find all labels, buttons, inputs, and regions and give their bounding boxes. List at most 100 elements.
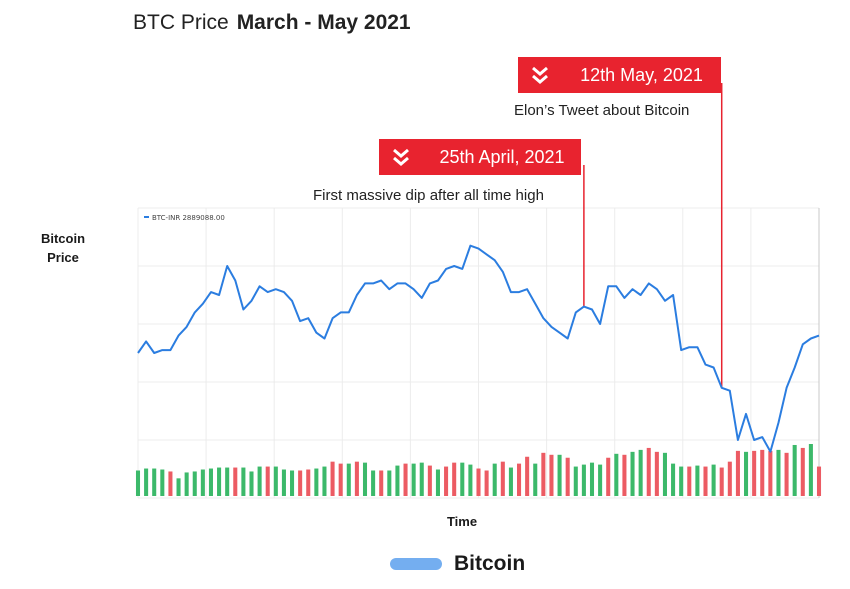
volume-bar xyxy=(776,449,781,496)
volume-bar xyxy=(614,453,619,496)
volume-bar xyxy=(549,454,554,496)
volume-bar xyxy=(484,470,489,496)
volume-bar xyxy=(630,451,635,496)
volume-bar xyxy=(306,469,311,496)
volume-bar xyxy=(662,452,667,496)
volume-bar xyxy=(792,444,797,496)
volume-bar xyxy=(517,463,522,496)
volume-bar xyxy=(541,452,546,496)
volume-bar xyxy=(679,466,684,496)
legend: Bitcoin xyxy=(390,550,525,578)
volume-bar xyxy=(395,465,400,496)
volume-bar xyxy=(184,472,189,496)
volume-bar xyxy=(573,466,578,496)
volume-bar xyxy=(217,467,222,496)
volume-bar xyxy=(687,466,692,496)
chart-title: BTC Price March - May 2021 xyxy=(133,11,411,35)
volume-bar xyxy=(338,463,343,496)
volume-bar xyxy=(371,470,376,496)
volume-bar xyxy=(557,454,562,496)
volume-bar xyxy=(435,469,440,496)
volume-bar xyxy=(330,461,335,496)
annotation-date-may: 12th May, 2021 xyxy=(580,64,703,85)
volume-bar xyxy=(281,469,286,496)
volume-bar xyxy=(816,466,822,496)
volume-bar xyxy=(752,450,757,496)
volume-bar xyxy=(265,466,270,496)
volume-bar xyxy=(589,462,595,496)
volume-bar xyxy=(135,470,141,496)
volume-bar xyxy=(492,463,497,496)
volume-bar xyxy=(298,470,303,496)
ticker-label: BTC-INR 2889088.00 xyxy=(152,214,225,222)
annotation-badge-may: 12th May, 2021 xyxy=(518,57,721,93)
double-chevron-down-icon xyxy=(379,147,423,167)
volume-bar xyxy=(565,457,570,496)
volume-bar xyxy=(654,451,659,496)
volume-bar xyxy=(719,467,724,496)
volume-bar xyxy=(354,461,359,496)
volume-bar xyxy=(322,466,327,496)
annotation-text-april: First massive dip after all time high xyxy=(313,187,544,204)
volume-bar xyxy=(784,452,789,496)
volume-bar xyxy=(379,470,384,496)
volume-bar xyxy=(808,444,813,496)
volume-bar xyxy=(460,462,465,496)
volume-bar xyxy=(241,467,246,496)
volume-bar xyxy=(476,468,481,496)
y-axis-label: Bitcoin Price xyxy=(40,231,86,265)
volume-bar xyxy=(257,466,262,496)
volume-bar xyxy=(468,464,473,496)
volume-bar xyxy=(533,463,538,496)
double-chevron-down-icon xyxy=(518,65,562,85)
volume-bar xyxy=(500,461,505,496)
volume-bar xyxy=(800,447,805,496)
annotation-text-may: Elon’s Tweet about Bitcoin xyxy=(514,102,690,119)
volume-bar xyxy=(249,471,254,496)
volume-bar xyxy=(387,470,392,496)
volume-bar xyxy=(427,465,432,496)
series-line-bitcoin xyxy=(137,244,820,453)
volume-bar xyxy=(598,464,603,496)
volume-bar xyxy=(452,462,457,496)
volume-bar xyxy=(525,456,530,496)
volume-bar xyxy=(744,451,749,496)
volume-bar xyxy=(208,468,213,496)
volume-bar xyxy=(768,450,773,496)
volume-bar xyxy=(152,468,157,496)
volume-bar xyxy=(160,469,165,496)
annotation-date-april: 25th April, 2021 xyxy=(439,146,565,167)
volume-bar xyxy=(144,468,149,496)
volume-bar xyxy=(411,463,416,496)
volume-bar xyxy=(314,468,319,496)
volume-bar xyxy=(233,467,238,496)
volume-bar xyxy=(711,464,716,496)
annotation-badge-april: 25th April, 2021 xyxy=(379,139,581,175)
volume-bar xyxy=(200,469,205,496)
volume-bar xyxy=(695,465,700,496)
volume-bar xyxy=(735,450,740,496)
legend-label-bitcoin: Bitcoin xyxy=(454,552,526,575)
volume-bar xyxy=(671,463,676,496)
volume-bar xyxy=(403,463,408,496)
volume-bar xyxy=(192,471,197,496)
volume-bar xyxy=(444,466,449,496)
volume-bar xyxy=(727,461,732,496)
x-axis-label: Time xyxy=(446,514,478,529)
volume-bar xyxy=(419,462,424,496)
volume-bar xyxy=(362,462,368,496)
chart-title-period: March - May 2021 xyxy=(236,11,411,34)
volume-bar xyxy=(176,478,181,496)
volume-bar xyxy=(225,467,230,496)
volume-bar xyxy=(508,467,513,496)
volume-bar xyxy=(622,454,627,496)
chart-title-prefix: BTC Price xyxy=(133,11,229,34)
volume-bar xyxy=(346,463,351,496)
volume-bar xyxy=(760,449,765,496)
volume-bar xyxy=(581,464,586,496)
volume-bar xyxy=(638,449,643,496)
volume-bar xyxy=(606,457,611,496)
volume-bar xyxy=(273,466,278,496)
volume-bar xyxy=(703,466,708,496)
